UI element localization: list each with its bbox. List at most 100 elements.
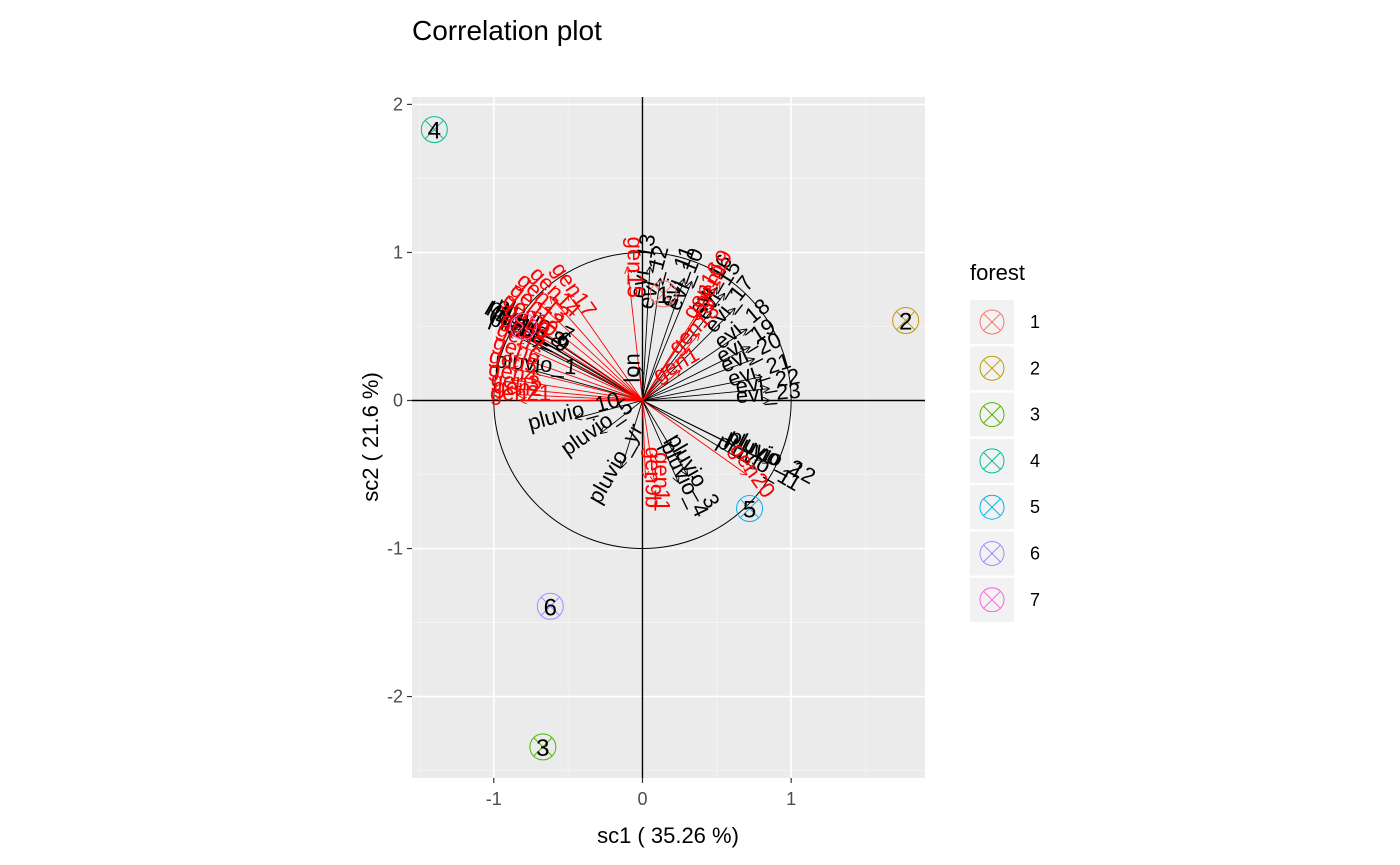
- variable-arrow: [601, 400, 643, 433]
- legend-label: 7: [1030, 590, 1040, 610]
- variable-arrow: [642, 267, 649, 401]
- group-cross-b: [540, 596, 560, 616]
- group-circle: [892, 307, 920, 335]
- group-label: 4: [428, 118, 441, 145]
- variable-label: gen3: [490, 366, 541, 396]
- group-cross-b: [896, 311, 916, 330]
- variable-arrow: [512, 368, 643, 401]
- group-circle: [736, 495, 764, 523]
- variable-arrow: [622, 400, 643, 467]
- panel-background: [412, 97, 925, 778]
- group-marker: 6: [536, 592, 564, 621]
- group-label: 6: [544, 594, 557, 621]
- variable-arrow: [642, 371, 679, 401]
- variable-label: gen21: [490, 380, 551, 405]
- variable-arrow: [642, 400, 687, 474]
- group-label: 5: [743, 497, 756, 524]
- legend-item: 5: [970, 485, 1040, 530]
- variable-arrow: [642, 400, 678, 481]
- y-tick-label: -2: [387, 687, 403, 707]
- variable-label: evi_23: [735, 378, 802, 409]
- group-cross-b: [514, 317, 533, 336]
- legend-key-cross-b: [983, 359, 1001, 378]
- legend-key-cross-b: [983, 590, 1001, 609]
- legend-item: 2: [970, 346, 1040, 391]
- variable-arrow: [642, 294, 709, 401]
- group-cross-b: [424, 120, 444, 139]
- group-label: 1: [657, 282, 670, 309]
- variable-label: lon: [620, 353, 645, 382]
- group-label: 7: [517, 314, 530, 341]
- variable-arrow: [642, 389, 768, 401]
- variable-label: gen2: [493, 373, 543, 401]
- plot-panel: -1 0 1-2-1012lonevi_13evi_12evi_11evi_10ev…: [387, 94, 925, 809]
- variable-arrow: [535, 371, 643, 401]
- group-label: 2: [899, 309, 912, 336]
- variable-arrow: [512, 380, 643, 401]
- legend-title: forest: [970, 260, 1025, 285]
- legend-key-circle: [979, 402, 1005, 428]
- legend-key-circle: [979, 587, 1005, 613]
- legend-key-cross-b: [983, 498, 1001, 517]
- group-marker: 3: [529, 733, 557, 762]
- group-circle: [536, 592, 564, 620]
- variable-arrow: [524, 326, 643, 401]
- variable-arrow: [515, 356, 643, 401]
- variable-arrow: [642, 282, 691, 401]
- legend-key-cross-b: [983, 544, 1001, 563]
- variable-label: gen11: [649, 452, 674, 512]
- variable-arrow: [642, 400, 654, 481]
- group-cross-b: [740, 499, 759, 518]
- variable-arrow: [642, 279, 684, 401]
- variable-arrow: [642, 294, 724, 401]
- variable-arrow: [509, 332, 643, 401]
- group-circle: [529, 733, 557, 761]
- group-marker: 5: [736, 495, 764, 524]
- variable-arrow: [642, 400, 755, 468]
- variable-arrow: [518, 344, 643, 401]
- variable-arrow: [538, 303, 643, 401]
- legend-item: 4: [970, 438, 1040, 483]
- variable-arrow: [642, 377, 761, 401]
- variable-arrow: [526, 321, 643, 401]
- variable-arrow: [642, 329, 746, 401]
- correlation-circle: [493, 251, 792, 550]
- group-marker: 7: [510, 312, 538, 341]
- legend-key-circle: [979, 309, 1005, 335]
- legend-key-circle: [979, 448, 1005, 474]
- variable-arrow: [642, 359, 754, 401]
- y-tick-label: -1: [387, 539, 403, 559]
- variable-arrow: [642, 400, 761, 459]
- legend-key-circle: [979, 355, 1005, 381]
- x-tick-label: 0: [637, 789, 647, 809]
- variable-arrow: [642, 334, 699, 401]
- variable-arrow: [576, 400, 643, 418]
- legend-label: 2: [1030, 358, 1040, 378]
- legend-key-cross-b: [983, 313, 1001, 331]
- chart-title: Correlation plot: [412, 15, 602, 46]
- variable-arrow: [521, 335, 643, 401]
- legend-label: 4: [1030, 451, 1040, 471]
- variable-arrow: [642, 400, 746, 474]
- variable-arrow: [550, 297, 643, 401]
- y-tick-label: 1: [393, 242, 403, 262]
- group-label: 3: [536, 735, 549, 762]
- legend-item: 6: [970, 531, 1040, 576]
- variable-arrow: [568, 294, 643, 401]
- variable-label: gen9b: [640, 447, 665, 508]
- variable-arrow: [532, 312, 643, 401]
- legend-key-cross-b: [983, 405, 1001, 424]
- group-marker: 4: [420, 116, 448, 145]
- legend-item: 3: [970, 392, 1040, 437]
- x-tick-label: 1: [786, 789, 796, 809]
- legend-key-cross-b: [983, 452, 1001, 470]
- variable-arrow: [515, 389, 643, 401]
- group-cross-b: [653, 284, 673, 304]
- legend-key-circle: [979, 494, 1005, 520]
- legend-item: 1: [970, 300, 1040, 344]
- x-tick-label: -1: [486, 789, 502, 809]
- legend-label: 3: [1030, 405, 1040, 425]
- legend-label: 5: [1030, 497, 1040, 517]
